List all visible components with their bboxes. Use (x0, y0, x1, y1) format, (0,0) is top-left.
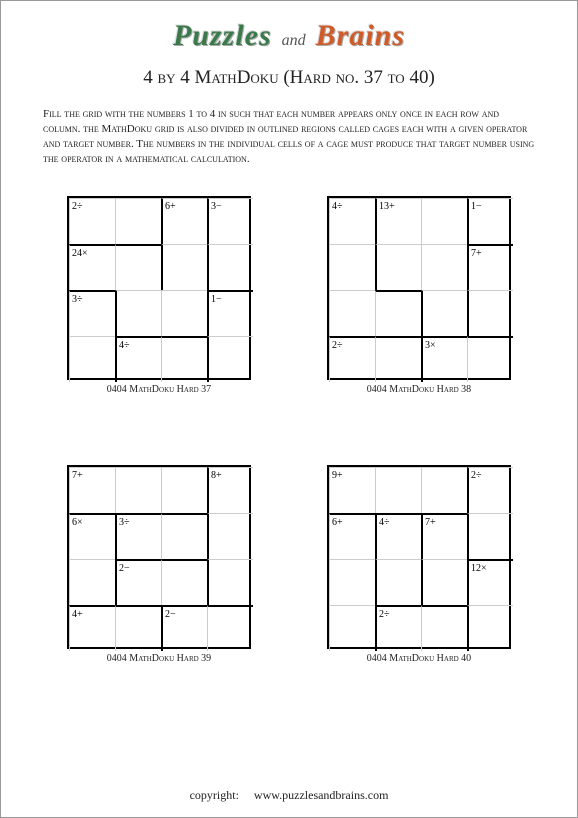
grid-cell: 6× (69, 513, 115, 559)
grid-cell (161, 290, 207, 336)
mathdoku-grid: 4÷13+ 1−7+ 2÷ 3× (327, 196, 511, 380)
grid-cell: 2÷ (467, 467, 513, 513)
logo-and: and (282, 32, 306, 49)
grid-cell (375, 467, 421, 513)
grid-cell (207, 513, 253, 559)
copyright-label: copyright: (190, 788, 239, 802)
grid-cell (467, 605, 513, 651)
grid-cell (467, 513, 513, 559)
grid-cell (421, 198, 467, 244)
puzzle: 2÷ 6+3− 24×3÷ 1− 4÷ 0404 MathDoku Hard 37 (59, 196, 259, 395)
grid-cell (375, 290, 421, 336)
grid-cell (329, 244, 375, 290)
grid-cell (161, 559, 207, 605)
grid-cell (161, 336, 207, 382)
grid-cell: 2÷ (375, 605, 421, 651)
grid-cell (375, 336, 421, 382)
grid-cell: 3÷ (115, 513, 161, 559)
grid-cell (115, 244, 161, 290)
logo: Puzzles and Brains (1, 19, 577, 53)
instructions: Fill the grid with the numbers 1 to 4 in… (43, 107, 535, 166)
grid-cell (375, 559, 421, 605)
grid-cell: 7+ (69, 467, 115, 513)
grid-cell (421, 467, 467, 513)
grid-cell: 4÷ (329, 198, 375, 244)
grid-cell (69, 336, 115, 382)
grid-cell: 4+ (69, 605, 115, 651)
copyright-url: www.puzzlesandbrains.com (254, 788, 389, 802)
grid-cell (161, 513, 207, 559)
grid-cell: 2÷ (329, 336, 375, 382)
grid-cell (207, 336, 253, 382)
puzzle-caption: 0404 MathDoku Hard 38 (319, 384, 519, 395)
grid-cell: 2÷ (69, 198, 115, 244)
grid-cell: 2− (115, 559, 161, 605)
grid-cell (421, 244, 467, 290)
grid-cell (467, 290, 513, 336)
grid-cell: 9+ (329, 467, 375, 513)
grid-cell (161, 467, 207, 513)
grid-cell: 4÷ (115, 336, 161, 382)
grid-cell (115, 605, 161, 651)
puzzle: 9+2÷6+4÷7+12×2÷0404 MathDoku Hard 40 (319, 465, 519, 664)
grid-cell: 4÷ (375, 513, 421, 559)
grid-cell (329, 559, 375, 605)
puzzle: 4÷13+ 1−7+ 2÷ 3× 0404 MathDoku Hard 38 (319, 196, 519, 395)
grid-cell: 7+ (467, 244, 513, 290)
grid-cell (421, 559, 467, 605)
grid-cell: 12× (467, 559, 513, 605)
grid-cell (207, 559, 253, 605)
grid-cell (207, 605, 253, 651)
grid-cell: 24× (69, 244, 115, 290)
puzzle-caption: 0404 MathDoku Hard 39 (59, 653, 259, 664)
grid-cell (329, 290, 375, 336)
grid-cell: 3÷ (69, 290, 115, 336)
grid-cell: 1− (467, 198, 513, 244)
grid-cell: 3− (207, 198, 253, 244)
grid-cell: 13+ (375, 198, 421, 244)
grid-cell: 7+ (421, 513, 467, 559)
grid-cell (421, 605, 467, 651)
grid-cell (161, 244, 207, 290)
grid-cell (467, 336, 513, 382)
grid-cell: 6+ (161, 198, 207, 244)
mathdoku-grid: 2÷ 6+3− 24×3÷ 1− 4÷ (67, 196, 251, 380)
copyright: copyright: www.puzzlesandbrains.com (1, 788, 577, 803)
grid-cell (69, 559, 115, 605)
page-title: 4 by 4 MathDoku (Hard no. 37 to 40) (1, 67, 577, 89)
puzzle-grid-container: 2÷6+3−24×3÷1−4÷0404 MathDoku Hard 374÷13… (1, 166, 577, 664)
puzzle-caption: 0404 MathDoku Hard 37 (59, 384, 259, 395)
grid-cell: 2− (161, 605, 207, 651)
grid-cell (115, 290, 161, 336)
grid-cell (421, 290, 467, 336)
puzzle-caption: 0404 MathDoku Hard 40 (319, 653, 519, 664)
mathdoku-grid: 7+8+6×3÷2−4+2− (67, 465, 251, 649)
grid-cell (115, 198, 161, 244)
grid-cell (375, 244, 421, 290)
grid-cell (329, 605, 375, 651)
puzzle: 7+8+6×3÷2−4+2−0404 MathDoku Hard 39 (59, 465, 259, 664)
logo-puzzles: Puzzles (173, 19, 272, 52)
logo-brains: Brains (316, 19, 405, 52)
grid-cell: 8+ (207, 467, 253, 513)
grid-cell: 6+ (329, 513, 375, 559)
mathdoku-grid: 9+2÷6+4÷7+12×2÷ (327, 465, 511, 649)
grid-cell (207, 244, 253, 290)
grid-cell: 1− (207, 290, 253, 336)
grid-cell (115, 467, 161, 513)
grid-cell: 3× (421, 336, 467, 382)
